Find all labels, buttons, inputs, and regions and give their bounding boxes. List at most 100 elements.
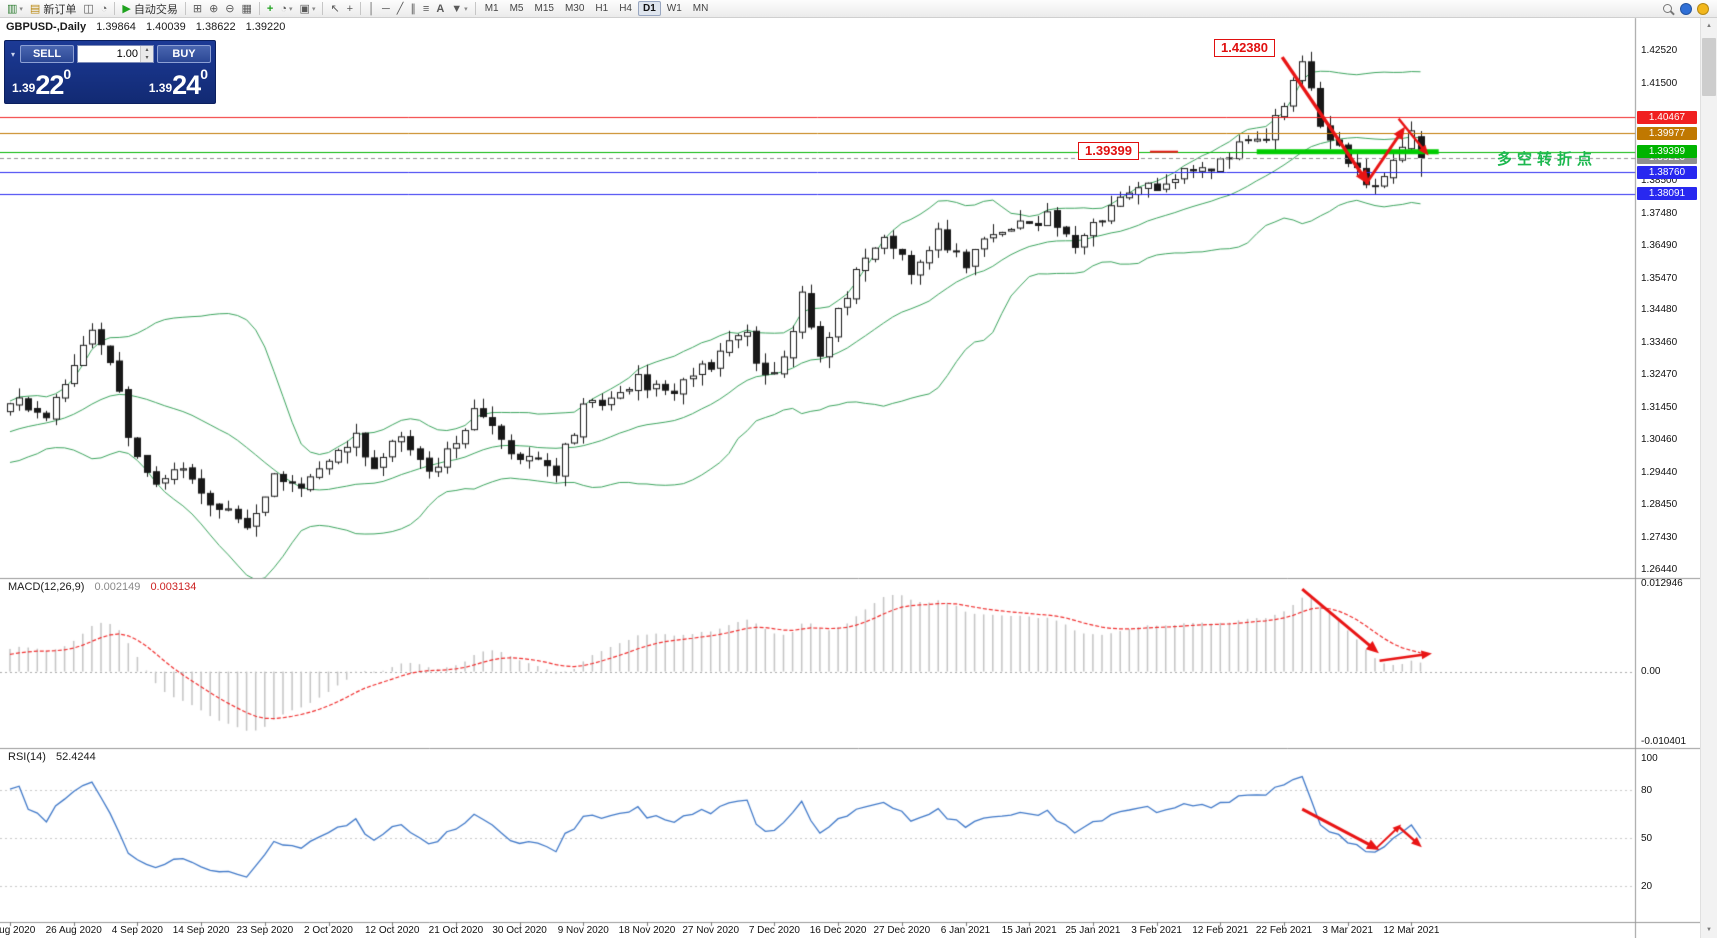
price-tick: 1.41500 — [1641, 77, 1678, 89]
collapse-panel-icon[interactable]: ▾ — [10, 49, 15, 59]
price-tick: 1.34480 — [1641, 304, 1678, 316]
template-icon[interactable]: ▣ ▾ — [299, 2, 316, 15]
price-scale: 1.42520 1.41500 1.38500 1.37480 1.36490 1.354… — [1636, 0, 1700, 938]
price-level-label: 1.38760 — [1637, 165, 1697, 179]
scrollbar-thumb[interactable] — [1702, 38, 1716, 96]
period-icon[interactable]: ◔ ▾ — [280, 2, 293, 15]
rsi-scale-tick: 50 — [1641, 833, 1653, 844]
price-tick: 1.37480 — [1641, 207, 1678, 219]
price-level-label: 1.38091 — [1637, 187, 1697, 201]
timeframe-mn[interactable]: MN — [692, 3, 709, 14]
toolbar-separator — [184, 2, 186, 15]
auto-trading-button[interactable]: ▶ 自动交易 — [122, 2, 178, 16]
ohlc-open: 1.39864 — [96, 21, 136, 33]
zoom-out-icon[interactable]: ⊖ — [225, 2, 235, 15]
timeframe-m15[interactable]: M15 — [534, 3, 554, 14]
ask-big-digits: 24 — [172, 70, 201, 100]
ask-pipette-digit: 0 — [200, 66, 208, 82]
community-icon[interactable] — [1680, 2, 1692, 15]
price-tick: 1.26440 — [1641, 563, 1678, 575]
new-order-button[interactable]: ▤ 新订单 — [29, 2, 77, 16]
search-icon[interactable] — [1663, 4, 1672, 13]
bid-price[interactable]: 1.39 22 0 — [12, 65, 71, 103]
turning-point-text[interactable]: 多空转折点 — [1497, 151, 1598, 168]
rsi-value: 52.4244 — [55, 751, 96, 763]
price-tick: 1.42520 — [1641, 45, 1678, 56]
price-level-label: 1.39399 — [1637, 145, 1697, 159]
ohlc-low: 1.38622 — [195, 21, 236, 33]
vertical-line-icon[interactable]: │ — [368, 2, 375, 15]
price-tick: 1.35470 — [1641, 272, 1678, 284]
rsi-scale-tick: 20 — [1641, 881, 1653, 892]
macd-scale-tick: -0.010401 — [1641, 735, 1687, 747]
zoom-in-icon[interactable]: ⊕ — [209, 2, 219, 15]
rsi-indicator-label: RSI(14) 52.4244 — [8, 751, 96, 763]
toolbar-separator — [114, 2, 116, 15]
ohlc-high: 1.40039 — [145, 21, 186, 33]
volume-input[interactable] — [78, 48, 140, 60]
price-tick: 1.31450 — [1641, 402, 1678, 414]
macd-main-value: 0.002149 — [94, 581, 141, 593]
volume-down-icon[interactable]: ▾ — [141, 54, 153, 62]
macd-scale-tick: 0.012946 — [1641, 577, 1683, 589]
cursor-icon[interactable]: ↖ — [330, 2, 340, 15]
volume-up-icon[interactable]: ▴ — [141, 46, 153, 54]
price-level-label: 1.40467 — [1637, 110, 1697, 124]
new-chart-icon[interactable]: ▥ ▾ — [7, 2, 23, 15]
ask-small-digits: 1.39 — [148, 81, 173, 95]
crosshair-icon[interactable]: + — [346, 2, 354, 15]
chart-windows-icon[interactable]: ◫ — [83, 2, 94, 15]
chart-title: GBPUSD-,Daily 1.39864 1.40039 1.38622 1.… — [6, 21, 285, 33]
sell-button[interactable]: SELL — [20, 45, 74, 63]
annotation-level-price-label[interactable]: 1.39399 — [1078, 142, 1139, 160]
timeframe-m5[interactable]: M5 — [509, 3, 524, 14]
macd-name: MACD(12,26,9) — [8, 581, 85, 593]
bid-pipette-digit: 0 — [63, 66, 72, 82]
timeframe-h4[interactable]: H4 — [619, 3, 632, 14]
scroll-down-icon[interactable]: ▼ — [1706, 927, 1712, 933]
scroll-up-icon[interactable]: ▲ — [1706, 23, 1712, 29]
text-icon[interactable]: A — [436, 2, 445, 15]
volume-field: ▴▾ — [77, 45, 154, 63]
ohlc-close: 1.39220 — [245, 21, 286, 33]
price-tick: 1.27430 — [1641, 532, 1678, 544]
main-toolbar: ▥ ▾ ▤ 新订单 ◫ ◔ ▶ 自动交易 ⊞ ⊕ ⊖ ▦ + ◔ ▾ ▣ ▾ ↖ + │ ─ ╱ ∥ ≡ A ▼ ▾ M1 M5 M15 M… — [0, 0, 1717, 18]
alerts-icon[interactable] — [1697, 2, 1709, 15]
ask-price[interactable]: 1.39 24 0 — [149, 65, 208, 103]
timeframe-d1[interactable]: D1 — [638, 1, 661, 16]
bar-chart-icon[interactable]: ▦ — [241, 2, 252, 15]
timeframe-m30[interactable]: M30 — [564, 3, 585, 14]
timeframe-h1[interactable]: H1 — [595, 3, 609, 14]
one-click-trading-panel: ▾ SELL ▴▾ BUY 1.39 22 0 1.39 24 0 — [4, 40, 216, 104]
price-tick: 1.28450 — [1641, 499, 1678, 511]
rsi-scale-tick: 100 — [1641, 753, 1658, 764]
price-tick: 1.36490 — [1641, 239, 1678, 251]
tile-windows-icon[interactable]: ⊞ — [192, 2, 203, 15]
annotation-peak-price-label[interactable]: 1.42380 — [1214, 39, 1275, 57]
bid-small-digits: 1.39 — [12, 81, 36, 95]
buy-button[interactable]: BUY — [157, 45, 211, 63]
price-tick: 1.29440 — [1641, 467, 1678, 479]
price-tick: 1.32470 — [1641, 369, 1678, 381]
trendline-icon[interactable]: ╱ — [396, 2, 404, 15]
horizontal-line-icon[interactable]: ─ — [381, 2, 390, 15]
timeframe-m1[interactable]: M1 — [484, 3, 499, 14]
macd-signal-value: 0.003134 — [150, 581, 197, 593]
toolbar-separator — [258, 2, 260, 15]
toolbar-right-icons — [1663, 2, 1713, 15]
shapes-icon[interactable]: ▼ ▾ — [451, 2, 468, 15]
timeframe-w1[interactable]: W1 — [666, 3, 682, 14]
volume-spinner: ▴ ▾ — [140, 46, 153, 62]
channel-icon[interactable]: ∥ — [410, 2, 416, 15]
rsi-name: RSI(14) — [8, 751, 46, 763]
cycle-icon[interactable]: ◔ — [100, 2, 108, 15]
fibonacci-icon[interactable]: ≡ — [422, 2, 430, 15]
rsi-scale-tick: 80 — [1641, 785, 1653, 796]
add-indicator-icon[interactable]: + — [266, 2, 274, 15]
macd-indicator-label: MACD(12,26,9) 0.002149 0.003134 — [8, 581, 196, 593]
macd-scale-tick: 0.00 — [1641, 665, 1661, 677]
price-tick: 1.38500 — [1641, 174, 1678, 186]
vertical-scrollbar: ▲ ▼ — [1700, 18, 1717, 938]
